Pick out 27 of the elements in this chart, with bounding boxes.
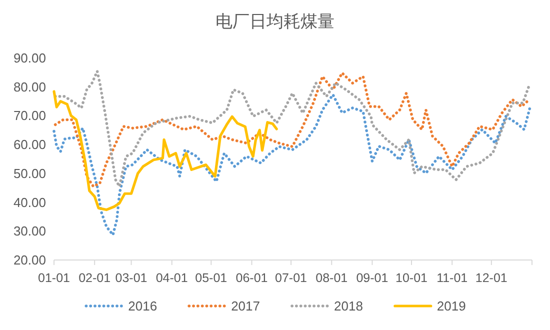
line-series bbox=[52, 90, 278, 212]
x-tick-label: 06-01 bbox=[236, 271, 268, 285]
legend-label: 2018 bbox=[334, 298, 363, 314]
x-tick-label: 11-01 bbox=[436, 271, 468, 285]
y-tick-label: 50.00 bbox=[13, 166, 46, 181]
x-tick-label: 04-01 bbox=[156, 271, 188, 285]
x-tick-label: 09-01 bbox=[356, 271, 388, 285]
x-tick-label: 08-01 bbox=[316, 271, 348, 285]
line-series bbox=[52, 93, 532, 236]
x-tick-label: 03-01 bbox=[115, 271, 148, 285]
x-tick-label: 12-01 bbox=[475, 271, 508, 285]
legend-label: 2019 bbox=[436, 298, 466, 314]
y-tick-label: 90.00 bbox=[13, 50, 46, 66]
y-tick-label: 20.00 bbox=[13, 252, 46, 268]
legend-label: 2017 bbox=[231, 298, 260, 314]
chart-title: 电厂日均耗煤量 bbox=[216, 12, 334, 31]
y-tick-label: 40.00 bbox=[13, 194, 46, 210]
y-tick-label: 60.00 bbox=[13, 137, 46, 152]
x-tick-label: 05-01 bbox=[195, 271, 228, 285]
x-tick-label: 01-01 bbox=[38, 271, 70, 285]
x-tick-label: 02-01 bbox=[78, 271, 111, 285]
x-tick-label: 07-01 bbox=[275, 271, 308, 285]
legend-label: 2016 bbox=[128, 298, 158, 314]
x-tick-label: 10-01 bbox=[396, 271, 428, 285]
y-tick-label: 70.00 bbox=[13, 108, 46, 124]
y-tick-label: 30.00 bbox=[13, 224, 46, 239]
y-tick-label: 80.00 bbox=[13, 79, 46, 94]
